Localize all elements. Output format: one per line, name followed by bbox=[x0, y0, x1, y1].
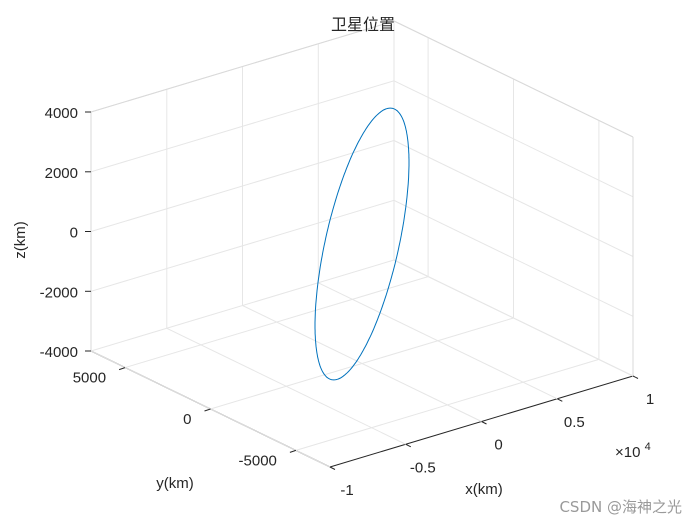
y-tick-label-1: 0 bbox=[183, 411, 191, 428]
axes-box bbox=[90, 112, 634, 468]
z-tick-label-4: -4000 bbox=[40, 344, 78, 361]
x-tick-2 bbox=[481, 421, 487, 425]
x-exponent-power: 4 bbox=[645, 441, 651, 453]
y-axis-label: y(km) bbox=[156, 475, 194, 492]
x-tick-label-1: -0.5 bbox=[410, 459, 436, 476]
grid-line-z-side-1 bbox=[393, 80, 634, 198]
grid-line-z-side-4 bbox=[393, 259, 634, 377]
grid-line-z-back-3 bbox=[90, 199, 395, 292]
grid-line-z-back-2 bbox=[90, 140, 395, 232]
watermark: CSDN @海神之光 bbox=[559, 498, 682, 516]
x-tick-label-3: 0.5 bbox=[564, 414, 585, 431]
z-tick-label-2: 0 bbox=[70, 225, 78, 242]
grid-line-z-side-2 bbox=[393, 140, 634, 257]
grid-line-x-floor-3 bbox=[318, 282, 558, 400]
grid-line-x-floor-1 bbox=[166, 327, 407, 445]
x-tick-1 bbox=[405, 443, 412, 448]
z-axis-label: z(km) bbox=[12, 221, 29, 259]
grid-line-z-back-4 bbox=[90, 259, 395, 352]
y-tick-label-2: -5000 bbox=[239, 452, 277, 469]
box-edge-top-side bbox=[393, 20, 634, 138]
x-tick-label-0: -1 bbox=[340, 482, 353, 499]
grid-line-x-floor-2 bbox=[242, 305, 482, 422]
tick-labels: -1 -0.5 0 0.5 1 5000 0 -5000 4000 2000 0 -2000 -4000 bbox=[40, 105, 655, 499]
y-tick-1 bbox=[204, 408, 211, 412]
x-tick-label-4: 1 bbox=[646, 391, 654, 408]
orbit-line bbox=[314, 107, 410, 381]
y-tick-2 bbox=[289, 449, 297, 453]
x-tick-label-2: 0 bbox=[494, 437, 502, 454]
x-exponent-label: ×10 4 bbox=[615, 441, 651, 461]
x-tick-4 bbox=[632, 375, 639, 379]
z-tick-label-3: -2000 bbox=[40, 284, 78, 301]
box-edge-top-back bbox=[90, 20, 395, 113]
z-tick-label-0: 4000 bbox=[45, 105, 78, 122]
x-axis-label: x(km) bbox=[465, 481, 503, 498]
x-tick-3 bbox=[557, 398, 563, 402]
z-tick-label-1: 2000 bbox=[45, 165, 78, 182]
grid-line-z-back-1 bbox=[90, 80, 395, 173]
x-tick-0 bbox=[329, 466, 336, 470]
x-exponent-base: ×10 bbox=[615, 444, 640, 461]
y-tick-label-0: 5000 bbox=[73, 370, 106, 387]
grid-line-z-side-3 bbox=[393, 199, 634, 317]
y-tick-0 bbox=[118, 367, 126, 371]
tick-marks bbox=[85, 111, 639, 470]
orbit-series bbox=[314, 107, 410, 381]
chart-title: 卫星位置 bbox=[331, 15, 395, 34]
grid-lines bbox=[90, 20, 634, 468]
